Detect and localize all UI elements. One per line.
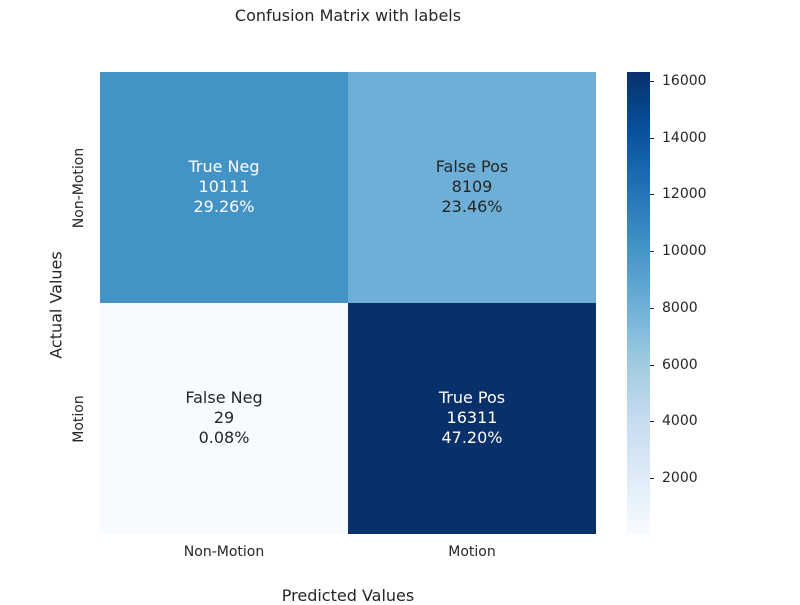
cell-annotation-name: True Pos <box>438 387 506 407</box>
colorbar-tick-mark <box>650 138 654 139</box>
colorbar-tick-label: 6000 <box>662 356 698 373</box>
x-tick-label: Non-Motion <box>183 544 265 560</box>
y-tick-label: Non-Motion <box>71 147 87 229</box>
colorbar-tick-label: 10000 <box>662 243 707 260</box>
colorbar-tick-mark <box>650 194 654 195</box>
cell-annotation-percent: 29.26% <box>193 196 255 216</box>
colorbar-tick-label: 4000 <box>662 413 698 430</box>
colorbar-tick-mark <box>650 308 654 309</box>
heatmap-cell <box>348 303 596 534</box>
cell-annotation: False Neg 29 0.08% <box>185 388 262 448</box>
x-tick-label: Motion <box>448 544 496 560</box>
colorbar-tick-label: 16000 <box>662 72 707 89</box>
chart-title: Confusion Matrix with labels <box>234 6 462 25</box>
colorbar <box>627 72 650 534</box>
colorbar-tick-mark <box>650 478 654 479</box>
cell-annotation-count: 8109 <box>451 176 493 196</box>
colorbar-tick-label: 2000 <box>662 470 698 487</box>
cell-annotation: True Pos 16311 47.20% <box>439 388 505 448</box>
colorbar-tick-label: 12000 <box>662 186 707 203</box>
cell-annotation-count: 16311 <box>446 407 498 427</box>
cell-annotation-name: False Pos <box>435 156 509 176</box>
cell-annotation-percent: 23.46% <box>441 196 503 216</box>
heatmap-cell <box>100 72 348 303</box>
cell-annotation-name: True Neg <box>188 156 260 176</box>
cell-annotation-name: False Neg <box>185 387 263 407</box>
heatmap-cell <box>348 72 596 303</box>
cell-annotation-count: 10111 <box>198 176 250 196</box>
y-axis-label: Actual Values <box>46 251 66 359</box>
colorbar-tick-label: 14000 <box>662 129 707 146</box>
cell-annotation-count: 29 <box>213 407 235 427</box>
cell-annotation: True Neg 10111 29.26% <box>188 157 259 217</box>
colorbar-tick-mark <box>650 365 654 366</box>
colorbar-tick-mark <box>650 421 654 422</box>
cell-annotation: False Pos 8109 23.46% <box>436 157 508 217</box>
colorbar-tick-label: 8000 <box>662 299 698 316</box>
colorbar-tick-mark <box>650 251 654 252</box>
colorbar-tick-mark <box>650 81 654 82</box>
cell-annotation-percent: 0.08% <box>198 427 250 447</box>
heatmap-cell <box>100 303 348 534</box>
y-tick-label: Motion <box>71 395 87 443</box>
cell-annotation-percent: 47.20% <box>441 427 503 447</box>
x-axis-label: Predicted Values <box>281 586 415 605</box>
